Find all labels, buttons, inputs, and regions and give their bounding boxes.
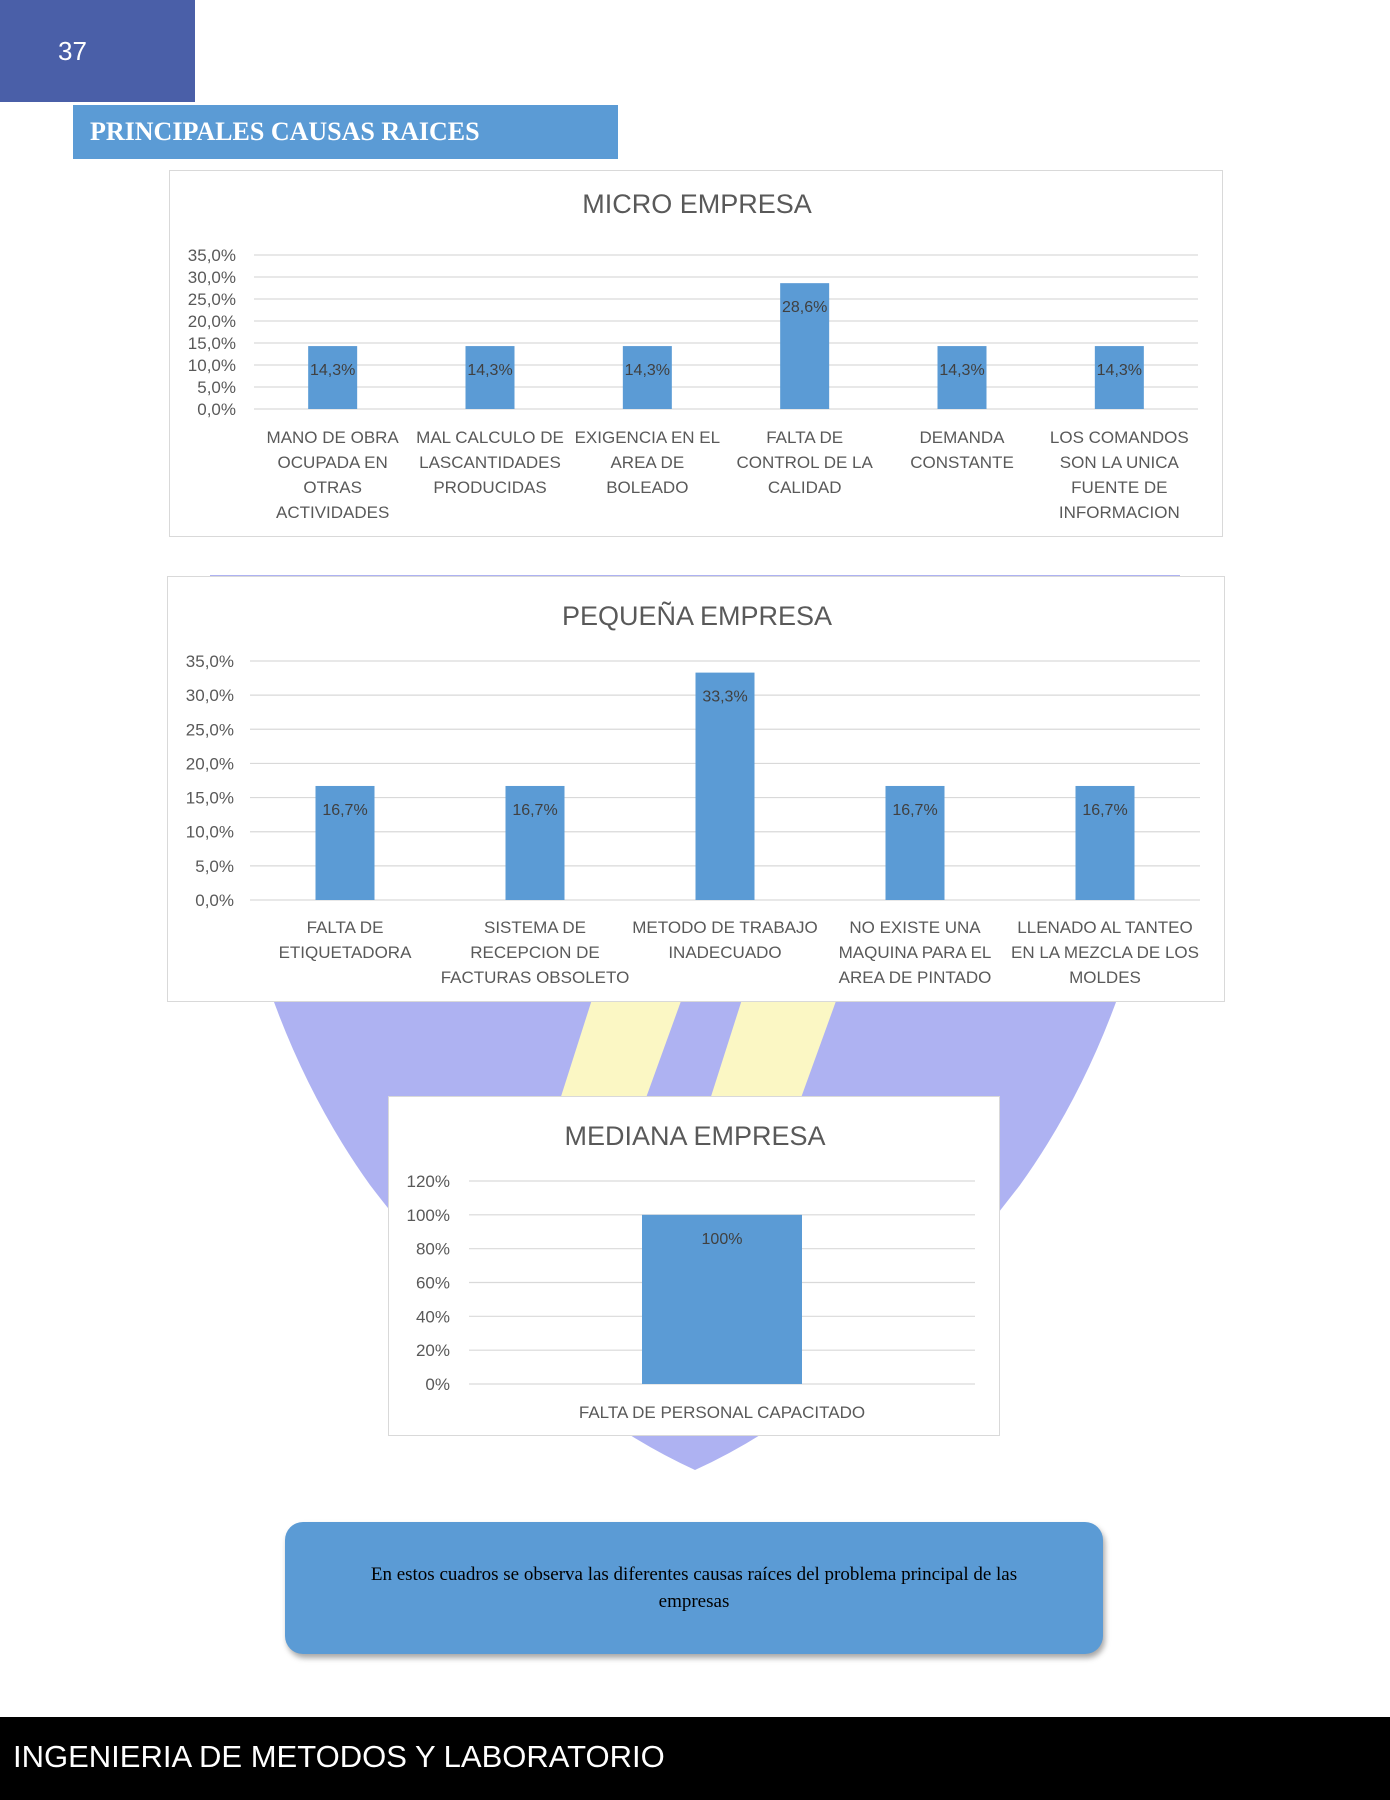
category-label: SISTEMA DE xyxy=(484,918,586,937)
micro-empresa-chart: MICRO EMPRESA 0,0% 5,0% 10,0% 15,0% 20,0% 25,0… xyxy=(169,170,1223,537)
note-text: En estos cuadros se observa las diferent… xyxy=(370,1564,1018,1612)
page-number-box: 37 xyxy=(0,0,195,102)
bar xyxy=(315,785,375,900)
micro-empresa-svg: MICRO EMPRESA 0,0% 5,0% 10,0% 15,0% 20,0% 25,0… xyxy=(188,189,1198,522)
category-label: INADECUADO xyxy=(668,943,781,962)
category-label: METODO DE TRABAJO xyxy=(632,918,817,937)
category-label: BOLEADO xyxy=(606,478,688,497)
mediana-empresa-chart: MEDIANA EMPRESA 0% 20% 40% 60% 80% 100% 120% 100… xyxy=(388,1096,1000,1436)
category-label: CONSTANTE xyxy=(910,453,1014,472)
data-label: 16,7% xyxy=(1082,802,1127,819)
y-tick-label: 30,0% xyxy=(188,268,236,287)
category-label: NO EXISTE UNA xyxy=(849,918,981,937)
data-label: 14,3% xyxy=(939,362,984,379)
category-label: PRODUCIDAS xyxy=(433,478,546,497)
category-label: OTRAS xyxy=(303,478,362,497)
y-tick-label: 20,0% xyxy=(188,312,236,331)
category-label: FALTA DE xyxy=(766,428,843,447)
data-label: 14,3% xyxy=(467,362,512,379)
y-tick-label: 10,0% xyxy=(186,823,234,842)
footer-title: INGENIERIA DE METODOS Y LABORATORIO xyxy=(13,1739,665,1774)
y-tick-label: 15,0% xyxy=(188,334,236,353)
y-tick-label: 0,0% xyxy=(195,891,234,910)
bar xyxy=(505,785,565,900)
pequena-empresa-chart: PEQUEÑA EMPRESA 0,0% 5,0% 10,0% 15,0% 20,0% 25… xyxy=(167,576,1225,1002)
bar xyxy=(622,346,672,409)
page-number: 37 xyxy=(58,36,87,66)
bar xyxy=(308,346,358,409)
data-label: 28,6% xyxy=(782,299,827,316)
category-label: ETIQUETADORA xyxy=(279,943,413,962)
chart-title: MICRO EMPRESA xyxy=(582,189,812,219)
y-tick-label: 25,0% xyxy=(188,290,236,309)
y-tick-label: 15,0% xyxy=(186,789,234,808)
y-tick-label: 0,0% xyxy=(197,400,236,419)
category-label: RECEPCION DE xyxy=(470,943,599,962)
data-label: 33,3% xyxy=(702,689,747,706)
bar xyxy=(465,346,515,409)
y-tick-label: 10,0% xyxy=(188,356,236,375)
category-label: EN LA MEZCLA DE LOS xyxy=(1011,943,1199,962)
bar xyxy=(1075,785,1135,900)
category-label: MANO DE OBRA xyxy=(267,428,400,447)
category-label: FACTURAS OBSOLETO xyxy=(441,968,630,987)
category-label: CONTROL DE LA xyxy=(736,453,873,472)
pequena-empresa-svg: PEQUEÑA EMPRESA 0,0% 5,0% 10,0% 15,0% 20,0% 25… xyxy=(186,600,1200,987)
category-label: SON LA UNICA xyxy=(1060,453,1180,472)
y-tick-label: 20% xyxy=(416,1341,450,1360)
category-label: MAQUINA PARA EL xyxy=(839,943,992,962)
y-tick-label: 5,0% xyxy=(197,378,236,397)
data-label: 100% xyxy=(702,1231,743,1248)
data-label: 16,7% xyxy=(512,802,557,819)
bar xyxy=(1094,346,1144,409)
category-label: MOLDES xyxy=(1069,968,1141,987)
bar xyxy=(642,1214,802,1384)
category-label: INFORMACION xyxy=(1059,503,1180,522)
bar xyxy=(937,346,987,409)
category-label: OCUPADA EN xyxy=(278,453,388,472)
chart-title: PEQUEÑA EMPRESA xyxy=(562,600,832,631)
footer-bar: INGENIERIA DE METODOS Y LABORATORIO xyxy=(0,1717,1390,1800)
category-label: FUENTE DE xyxy=(1071,478,1167,497)
data-label: 14,3% xyxy=(1097,362,1142,379)
bar xyxy=(695,672,755,900)
category-label: AREA DE PINTADO xyxy=(839,968,992,987)
y-tick-label: 0% xyxy=(425,1375,450,1394)
y-tick-label: 120% xyxy=(407,1172,450,1191)
data-label: 16,7% xyxy=(322,802,367,819)
chart-title: MEDIANA EMPRESA xyxy=(564,1121,825,1151)
bar xyxy=(885,785,945,900)
category-label: CALIDAD xyxy=(768,478,842,497)
y-tick-label: 30,0% xyxy=(186,686,234,705)
category-label: FALTA DE PERSONAL CAPACITADO xyxy=(579,1403,865,1422)
y-tick-label: 35,0% xyxy=(186,652,234,671)
category-label: AREA DE xyxy=(610,453,684,472)
category-label: MAL CALCULO DE xyxy=(416,428,564,447)
y-tick-label: 5,0% xyxy=(195,857,234,876)
y-tick-label: 40% xyxy=(416,1307,450,1326)
y-tick-label: 60% xyxy=(416,1274,450,1293)
y-tick-label: 100% xyxy=(407,1206,450,1225)
data-label: 14,3% xyxy=(310,362,355,379)
data-label: 16,7% xyxy=(892,802,937,819)
category-label: ACTIVIDADES xyxy=(276,503,389,522)
mediana-empresa-svg: MEDIANA EMPRESA 0% 20% 40% 60% 80% 100% 120% 100… xyxy=(407,1121,975,1422)
data-label: 14,3% xyxy=(625,362,670,379)
category-label: LOS COMANDOS xyxy=(1050,428,1189,447)
category-label: EXIGENCIA EN EL xyxy=(575,428,721,447)
bar xyxy=(780,283,830,409)
category-label: DEMANDA xyxy=(919,428,1005,447)
y-tick-label: 20,0% xyxy=(186,754,234,773)
note-box: En estos cuadros se observa las diferent… xyxy=(285,1522,1103,1654)
y-tick-label: 35,0% xyxy=(188,246,236,265)
y-tick-label: 25,0% xyxy=(186,720,234,739)
section-title: PRINCIPALES CAUSAS RAICES xyxy=(73,105,618,159)
category-label: FALTA DE xyxy=(307,918,384,937)
category-label: LASCANTIDADES xyxy=(419,453,561,472)
category-label: LLENADO AL TANTEO xyxy=(1017,918,1192,937)
y-tick-label: 80% xyxy=(416,1240,450,1259)
